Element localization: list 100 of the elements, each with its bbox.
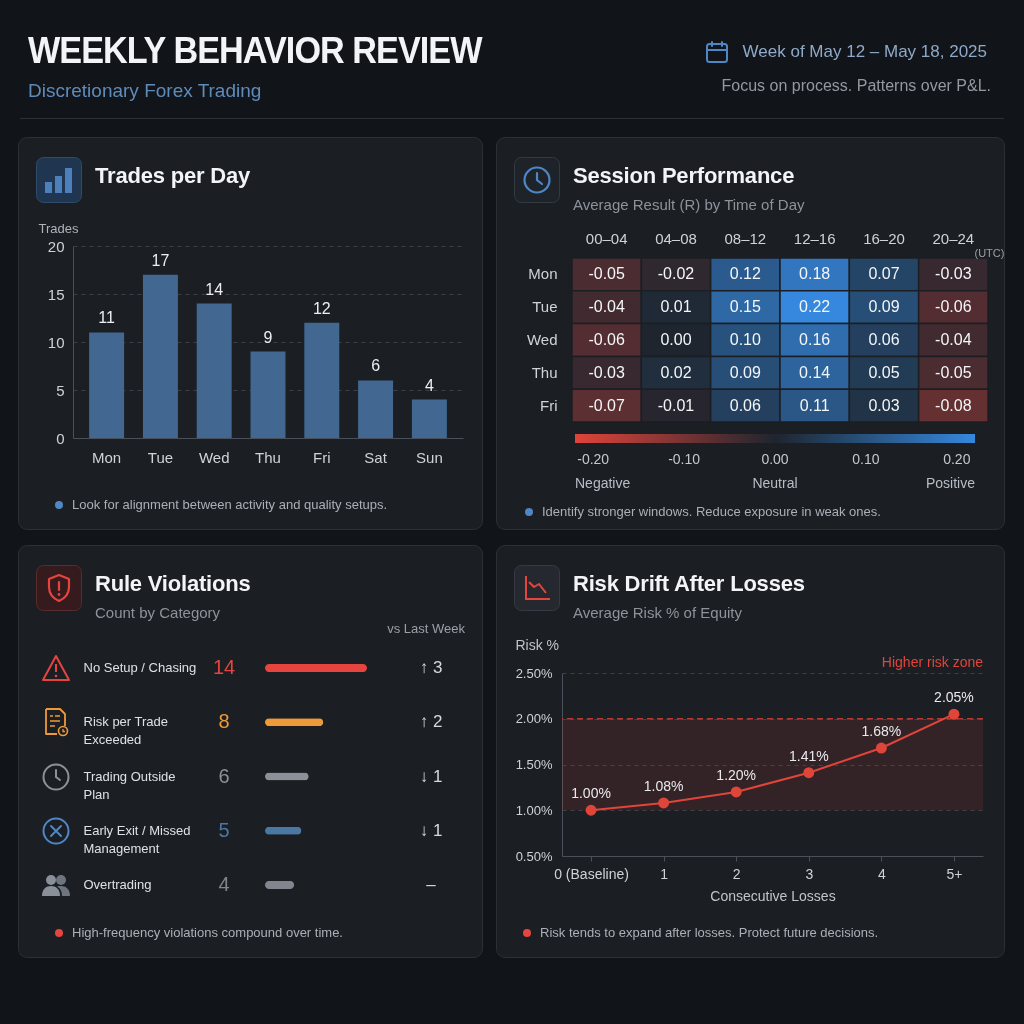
y-tick-label: Thu (531, 363, 558, 381)
data-label: 6 (371, 357, 381, 375)
data-label: -0.06 (935, 298, 972, 316)
data-label: 9 (263, 328, 273, 346)
x-tick-label: 12–16 (793, 229, 836, 247)
data-label: -0.05 (588, 265, 625, 283)
data-label: -0.03 (935, 265, 972, 283)
point (730, 786, 742, 798)
data-label: 12 (312, 299, 331, 317)
y-tick-label: Mon (528, 265, 558, 283)
bar (411, 399, 447, 438)
text: – (426, 874, 437, 894)
color-bar-label: -0.20 (577, 451, 610, 467)
data-label: -0.04 (935, 331, 972, 348)
text: Identify stronger windows. Reduce exposure in weak ones. (542, 503, 881, 521)
text: Week of May 12 – May 18, 2025 (742, 41, 987, 63)
y-tick-label: 10 (47, 333, 65, 351)
data-label: 1.68% (861, 723, 902, 740)
data-label: 0.15 (729, 298, 762, 316)
data-label: 0.01 (660, 298, 692, 316)
text: Discretionary Forex Trading (28, 79, 262, 103)
data-label: 0.11 (799, 396, 830, 414)
x-tick-label: Sun (416, 448, 443, 466)
y-tick-label: 2.00% (515, 711, 553, 727)
point (875, 742, 887, 754)
data-label: -0.04 (588, 298, 625, 316)
bar (304, 322, 340, 438)
color-bar-label: -0.10 (668, 451, 701, 467)
text: Negative (575, 474, 631, 492)
x-tick-label: Wed (198, 448, 230, 466)
text: vs Last Week (387, 620, 465, 638)
data-label: 14 (212, 656, 236, 679)
chart-subtitle: Average Risk % of Equity (573, 604, 742, 622)
data-label: -0.06 (588, 331, 625, 348)
y-tick-label: 15 (47, 285, 65, 303)
chart-title: Risk Drift After Losses (573, 570, 805, 598)
data-label: 0.03 (868, 396, 900, 414)
data-label: 0.09 (868, 298, 900, 316)
chart-title: Rule Violations (95, 570, 251, 598)
data-label: 0.06 (868, 331, 900, 348)
data-label: -0.08 (935, 396, 972, 414)
text: Positive (925, 474, 975, 492)
chart-subtitle: Average Result (R) by Time of Day (573, 196, 805, 214)
x-tick-label: 04–08 (655, 229, 697, 247)
bar (196, 303, 232, 438)
data-label: 0.12 (729, 265, 762, 283)
y-tick-label: 20 (47, 237, 65, 255)
data-label: 17 (151, 251, 170, 269)
data-label: -0.01 (657, 396, 695, 414)
y-axis-title: Trades (38, 220, 79, 236)
band-label: Higher risk zone (881, 654, 984, 670)
x-tick-label: 20–24 (932, 229, 975, 247)
color-bar-label: 0.20 (943, 451, 971, 467)
y-tick-label: 0 (56, 429, 65, 447)
data-label: 0.02 (660, 363, 692, 381)
data-label: 0.10 (729, 331, 762, 348)
data-label: 0.07 (868, 265, 900, 283)
y-tick-label: 1.00% (515, 802, 553, 818)
data-label: 0.05 (868, 363, 900, 381)
y-tick-label: 0.50% (515, 848, 553, 864)
text: ↓ 1 (419, 766, 443, 786)
data-label: 8 (218, 710, 230, 733)
data-label: 1.08% (643, 777, 684, 794)
chart-title: Trades per Day (95, 162, 250, 190)
chart-subtitle: Count by Category (95, 604, 221, 622)
x-tick-label: 2 (732, 865, 741, 882)
y-tick-label: Fri (540, 396, 558, 414)
data-label: 5 (218, 818, 230, 841)
bar (89, 332, 125, 438)
point (948, 708, 960, 720)
y-axis-title: Risk % (515, 636, 560, 653)
chart-title: Session Performance (573, 162, 795, 190)
data-label: 1.00% (571, 785, 611, 802)
data-label: 1.41% (788, 747, 829, 764)
x-tick-label: 0 (Baseline) (554, 865, 629, 882)
data-label: -0.02 (657, 265, 695, 283)
data-label: 0.00 (660, 331, 692, 348)
y-tick-label: 1.50% (515, 757, 553, 772)
bar (358, 380, 394, 438)
x-tick-label: 1 (660, 865, 669, 882)
data-label: 0.14 (799, 363, 831, 381)
text: ↓ 1 (419, 820, 443, 840)
text: Risk tends to expand after losses. Protect future decisions. (540, 924, 879, 942)
data-label: 14 (205, 280, 224, 298)
y-tick-label: 2.50% (515, 665, 553, 681)
y-tick-label: Risk per Trade Exceeded (83, 714, 169, 748)
data-label: 6 (218, 764, 230, 787)
data-label: 2.05% (934, 689, 974, 706)
x-tick-label: 16–20 (863, 229, 905, 247)
data-label: -0.05 (935, 363, 972, 381)
data-label: 0.16 (799, 331, 831, 348)
point (585, 804, 597, 816)
data-label: 4 (424, 376, 434, 394)
x-tick-label: 5+ (946, 865, 963, 882)
x-tick-label: Fri (313, 448, 331, 466)
x-tick-label: 3 (805, 865, 814, 882)
x-tick-label: 08–12 (724, 229, 767, 247)
text: ↑ 2 (419, 712, 443, 732)
y-tick-label: Wed (526, 331, 558, 348)
text: ↑ 3 (419, 658, 443, 678)
